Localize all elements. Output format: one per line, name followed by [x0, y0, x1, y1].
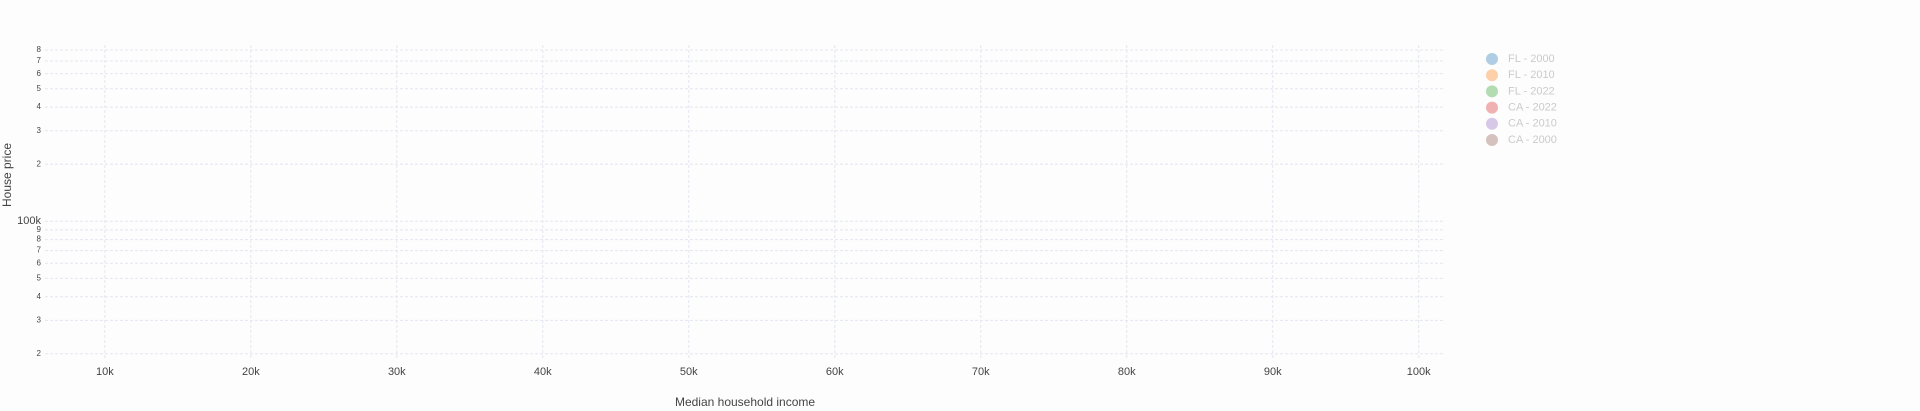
legend-label[interactable]: FL - 2022: [1508, 85, 1555, 97]
x-axis-title: Median household income: [675, 395, 815, 409]
legend-label[interactable]: CA - 2000: [1508, 134, 1557, 146]
x-tick-label: 100k: [1407, 366, 1431, 378]
x-tick-label: 50k: [680, 366, 698, 378]
y-tick-label: 5: [37, 84, 42, 93]
legend-label[interactable]: FL - 2010: [1508, 69, 1555, 81]
x-tick-label: 90k: [1264, 366, 1282, 378]
y-tick-label: 5: [37, 273, 42, 282]
y-axis-title: House price: [0, 143, 14, 207]
y-tick-label: 6: [37, 258, 42, 267]
legend-label[interactable]: CA - 2010: [1508, 118, 1557, 130]
y-tick-label: 7: [37, 246, 42, 255]
x-tick-label: 10k: [96, 366, 114, 378]
legend-marker[interactable]: [1486, 53, 1498, 65]
legend-label[interactable]: FL - 2000: [1508, 53, 1555, 65]
y-tick-label: 4: [37, 292, 42, 301]
y-tick-label: 8: [37, 235, 42, 244]
y-tick-label: 100k: [17, 215, 41, 227]
legend-item[interactable]: FL - 2022: [1486, 85, 1555, 98]
x-tick-label: 80k: [1118, 366, 1136, 378]
legend-item[interactable]: CA - 2000: [1486, 134, 1557, 146]
x-tick-label: 30k: [388, 366, 406, 378]
legend-label[interactable]: CA - 2022: [1508, 102, 1557, 114]
legend-marker[interactable]: [1486, 69, 1498, 82]
legend-marker[interactable]: [1486, 101, 1498, 114]
x-tick-label: 40k: [534, 366, 552, 378]
y-tick-label: 2: [37, 159, 42, 168]
legend-item[interactable]: FL - 2010: [1486, 69, 1555, 82]
legend-item[interactable]: CA - 2010: [1486, 118, 1557, 130]
y-tick-label: 8: [37, 45, 42, 54]
y-tick-label: 2: [37, 349, 42, 358]
x-tick-label: 20k: [242, 366, 260, 378]
y-tick-label: 7: [37, 56, 42, 65]
legend-item[interactable]: FL - 2000: [1486, 53, 1555, 65]
y-tick-label: 3: [37, 315, 42, 324]
y-tick-label: 9: [37, 225, 42, 234]
x-tick-label: 70k: [972, 366, 990, 378]
legend-marker[interactable]: [1486, 134, 1498, 146]
x-tick-label: 60k: [826, 366, 844, 378]
y-tick-label: 4: [37, 102, 42, 111]
legend-item[interactable]: CA - 2022: [1486, 102, 1557, 114]
legend-marker[interactable]: [1486, 117, 1498, 130]
y-tick-label: 3: [37, 126, 42, 135]
y-tick-label: 6: [37, 69, 42, 78]
legend-marker[interactable]: [1486, 85, 1498, 98]
